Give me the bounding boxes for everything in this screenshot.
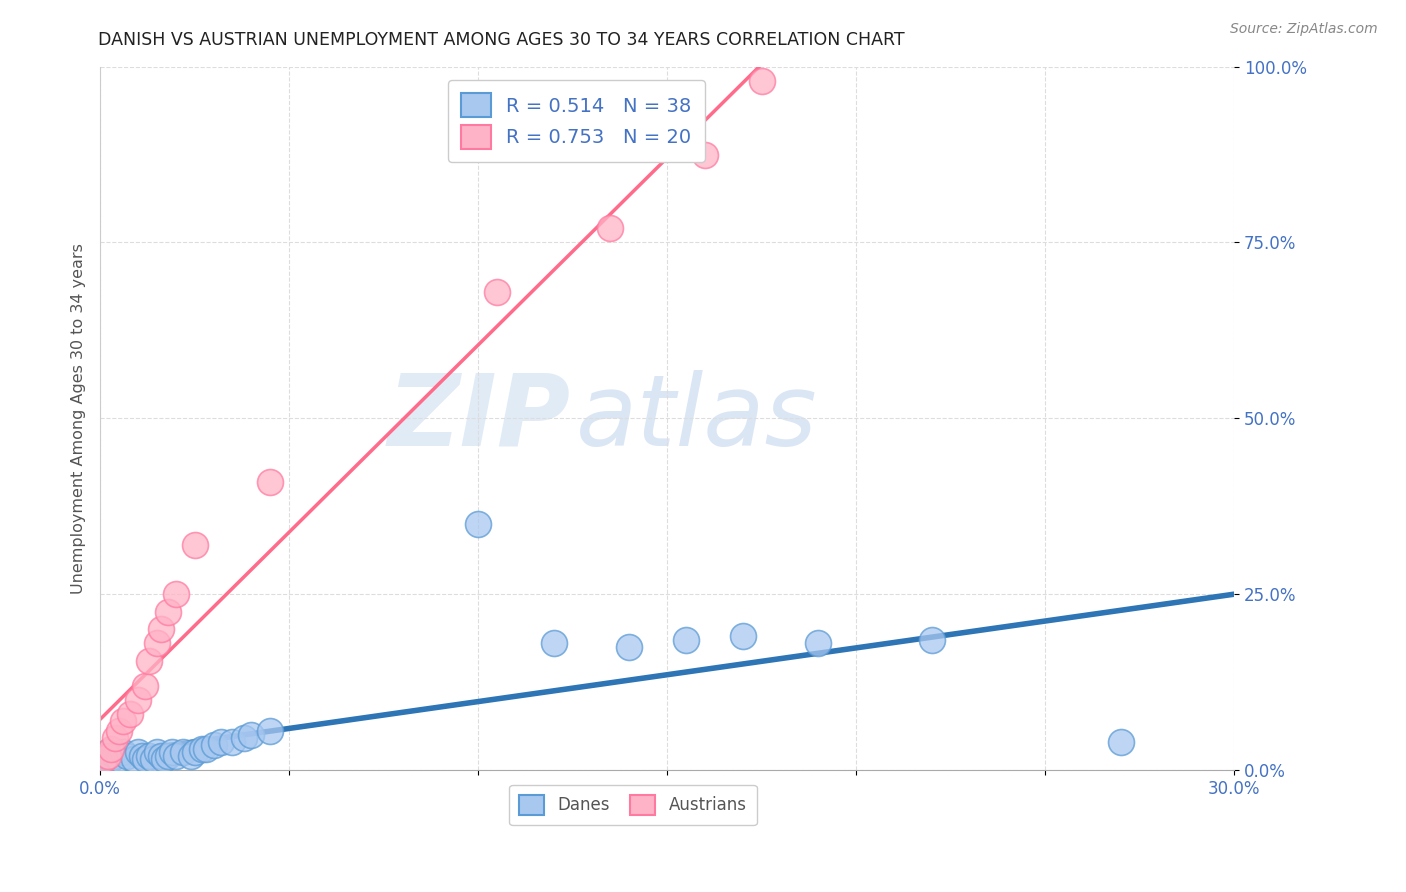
- Point: [172, 746, 194, 760]
- Point: [149, 623, 172, 637]
- Point: [693, 147, 716, 161]
- Point: [619, 640, 641, 654]
- Point: [807, 636, 830, 650]
- Point: [122, 752, 145, 766]
- Point: [104, 748, 127, 763]
- Text: ZIP: ZIP: [388, 370, 571, 467]
- Point: [97, 746, 120, 760]
- Point: [127, 746, 149, 760]
- Point: [100, 742, 122, 756]
- Point: [127, 692, 149, 706]
- Point: [165, 748, 187, 763]
- Point: [543, 636, 565, 650]
- Point: [485, 285, 508, 299]
- Point: [259, 475, 281, 489]
- Point: [232, 731, 254, 746]
- Point: [146, 746, 169, 760]
- Text: Source: ZipAtlas.com: Source: ZipAtlas.com: [1230, 22, 1378, 37]
- Point: [240, 728, 263, 742]
- Point: [202, 739, 225, 753]
- Point: [131, 748, 153, 763]
- Point: [921, 632, 943, 647]
- Point: [138, 654, 160, 668]
- Legend: Danes, Austrians: Danes, Austrians: [509, 785, 756, 825]
- Point: [104, 731, 127, 746]
- Point: [111, 714, 134, 728]
- Point: [157, 748, 180, 763]
- Point: [183, 538, 205, 552]
- Point: [209, 735, 232, 749]
- Point: [467, 516, 489, 531]
- Point: [165, 587, 187, 601]
- Point: [142, 752, 165, 766]
- Point: [1109, 735, 1132, 749]
- Point: [108, 724, 131, 739]
- Point: [146, 636, 169, 650]
- Point: [93, 752, 115, 766]
- Point: [120, 706, 142, 721]
- Point: [191, 742, 214, 756]
- Point: [183, 746, 205, 760]
- Text: atlas: atlas: [576, 370, 818, 467]
- Y-axis label: Unemployment Among Ages 30 to 34 years: Unemployment Among Ages 30 to 34 years: [72, 243, 86, 594]
- Point: [134, 679, 156, 693]
- Point: [194, 742, 217, 756]
- Point: [111, 746, 134, 760]
- Point: [180, 748, 202, 763]
- Point: [221, 735, 243, 749]
- Point: [97, 748, 120, 763]
- Point: [153, 752, 176, 766]
- Point: [675, 632, 697, 647]
- Point: [108, 752, 131, 766]
- Point: [134, 752, 156, 766]
- Point: [751, 73, 773, 87]
- Point: [731, 629, 754, 643]
- Point: [93, 748, 115, 763]
- Point: [100, 752, 122, 766]
- Point: [149, 748, 172, 763]
- Point: [599, 221, 621, 235]
- Point: [160, 746, 183, 760]
- Text: DANISH VS AUSTRIAN UNEMPLOYMENT AMONG AGES 30 TO 34 YEARS CORRELATION CHART: DANISH VS AUSTRIAN UNEMPLOYMENT AMONG AG…: [98, 31, 905, 49]
- Point: [157, 605, 180, 619]
- Point: [259, 724, 281, 739]
- Point: [115, 748, 138, 763]
- Point: [138, 748, 160, 763]
